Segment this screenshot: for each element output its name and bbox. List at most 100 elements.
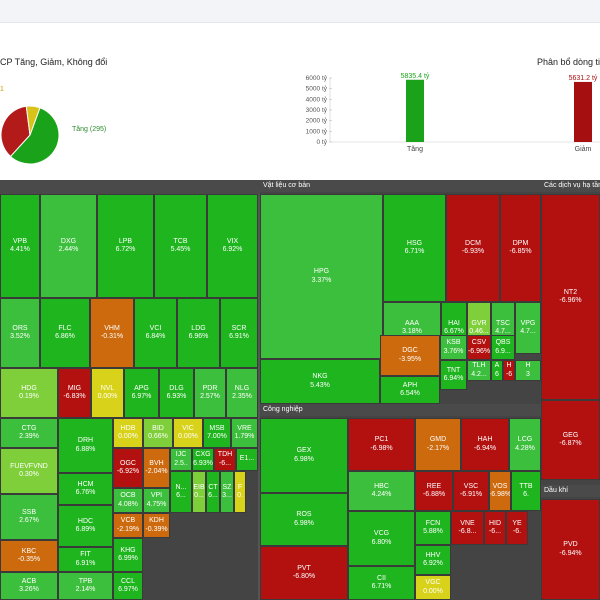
treemap-cell-tdh[interactable]: TDH -6... xyxy=(214,448,236,471)
treemap-cell-lpb[interactable]: LPB 6.72% xyxy=(97,194,154,298)
treemap-cell-hhv[interactable]: HHV 6.92% xyxy=(415,545,451,575)
treemap-cell-hdc[interactable]: HDC 6.89% xyxy=(58,505,113,547)
treemap-cell-tcb[interactable]: TCB 5.45% xyxy=(154,194,207,298)
treemap-cell-nvl[interactable]: NVL 0.00% xyxy=(91,368,124,418)
treemap-cell-hdg[interactable]: HDG 0.19% xyxy=(0,368,58,418)
treemap-cell-ctg[interactable]: CTG 2.39% xyxy=(0,418,58,448)
treemap-cell-csv[interactable]: CSV -6.96% xyxy=(467,335,491,360)
treemap-cell-kbc[interactable]: KBC -0.35% xyxy=(0,540,58,572)
treemap-cell-hbc[interactable]: HBC 4.24% xyxy=(348,471,415,511)
treemap-cell-vcg[interactable]: VCG 6.80% xyxy=(348,511,415,566)
change-percent: 3.52% xyxy=(10,333,30,340)
treemap-cell-nlg[interactable]: NLG 2.35% xyxy=(226,368,258,418)
treemap-cell-fuevfvnd[interactable]: FUEVFVND 0.30% xyxy=(0,448,58,494)
treemap-cell-ros[interactable]: ROS 6.98% xyxy=(260,493,348,546)
treemap-cell-vpi[interactable]: VPI 4.75% xyxy=(143,488,170,513)
treemap-cell-ccl[interactable]: CCL 6.97% xyxy=(113,572,143,600)
treemap-cell-nt2[interactable]: NT2 -6.96% xyxy=(541,194,600,400)
treemap-cell-vgc[interactable]: VGC 0.00% xyxy=(415,575,451,600)
treemap-cell-geg[interactable]: GEG -6.87% xyxy=(541,400,600,480)
treemap-cell-ijc[interactable]: IJC 2.5.. xyxy=(170,448,192,471)
treemap-cell-vre[interactable]: VRE 1.79% xyxy=(231,418,258,448)
treemap-cell-gmd[interactable]: GMD -2.17% xyxy=(415,418,461,471)
treemap-cell-vic[interactable]: VIC 0.00% xyxy=(173,418,203,448)
change-percent: -6. xyxy=(512,528,522,535)
treemap-cell-vci[interactable]: VCI 6.84% xyxy=(134,298,177,368)
change-percent: 5.43% xyxy=(310,381,330,389)
treemap-cell-apg[interactable]: APG 6.97% xyxy=(124,368,159,418)
treemap-cell-drh[interactable]: DRH 6.88% xyxy=(58,418,113,473)
treemap-cell-hid[interactable]: HID -6... xyxy=(484,511,506,545)
treemap-cell-aph[interactable]: APH 6.54% xyxy=(380,376,440,404)
treemap-cell-tnt[interactable]: TNT 6.94% xyxy=(440,360,467,390)
treemap-cell-sz[interactable]: SZ 3... xyxy=(220,471,234,513)
treemap-cell-flc[interactable]: FLC 6.86% xyxy=(40,298,90,368)
treemap-cell-ct[interactable]: CT 6... xyxy=(206,471,220,513)
treemap-cell-pc1[interactable]: PC1 -6.98% xyxy=(348,418,415,471)
treemap-cell-nkg[interactable]: NKG 5.43% xyxy=(260,359,380,404)
treemap-cell-gex[interactable]: GEX 6.98% xyxy=(260,418,348,493)
pie-label-unchanged: 1 xyxy=(0,86,4,93)
treemap-cell-hpg[interactable]: HPG 3.37% xyxy=(260,194,383,359)
treemap-cell-dgc[interactable]: DGC -3.95% xyxy=(380,335,440,376)
treemap-cell-tlh[interactable]: TLH 4.2... xyxy=(467,360,491,381)
treemap-cell-hah[interactable]: HAH -6.94% xyxy=(461,418,509,471)
ticker-label: VGC xyxy=(425,579,441,587)
treemap-cell-msb[interactable]: MSB 7.00% xyxy=(203,418,231,448)
treemap-cell-hdb[interactable]: HDB 0.00% xyxy=(113,418,143,448)
treemap-cell-vne[interactable]: VNE -6.8... xyxy=(451,511,484,545)
change-percent: 2.35% xyxy=(232,393,252,400)
treemap-cell-n[interactable]: N... 6... xyxy=(170,471,192,513)
treemap-cell-ors[interactable]: ORS 3.52% xyxy=(0,298,40,368)
treemap-cell-dlg[interactable]: DLG 6.93% xyxy=(159,368,194,418)
treemap-cell-hsg[interactable]: HSG 6.71% xyxy=(383,194,446,302)
treemap-cell-ree[interactable]: REE -6.88% xyxy=(415,471,453,511)
treemap-cell-ssb[interactable]: SSB 2.67% xyxy=(0,494,58,540)
treemap-cell-dpm[interactable]: DPM -6.85% xyxy=(500,194,541,302)
treemap-cell-hcm[interactable]: HCM 6.76% xyxy=(58,473,113,505)
treemap-cell-ttb[interactable]: TTB 6. xyxy=(511,471,541,511)
treemap-cell-bid[interactable]: BID 0.66% xyxy=(143,418,173,448)
change-percent: 2.5.. xyxy=(174,459,188,467)
treemap-cell-vsc[interactable]: VSC -6.91% xyxy=(453,471,489,511)
treemap-cell-pvt[interactable]: PVT -6.80% xyxy=(260,546,348,600)
treemap-cell-ye[interactable]: YE -6. xyxy=(506,511,528,545)
treemap-cell-vpg[interactable]: VPG 4.7... xyxy=(515,302,541,354)
treemap-cell-dcm[interactable]: DCM -6.93% xyxy=(446,194,500,302)
treemap-cell-qbs[interactable]: QBS 6.9... xyxy=(491,335,515,360)
treemap-cell-scr[interactable]: SCR 6.91% xyxy=(220,298,258,368)
treemap-cell-bvh[interactable]: BVH -2.04% xyxy=(143,448,170,488)
treemap-cell-ksb[interactable]: KSB 3.76% xyxy=(440,335,467,360)
treemap-cell-f[interactable]: F 0. xyxy=(234,471,246,513)
treemap-cell-ocb[interactable]: OCB 4.08% xyxy=(113,488,143,513)
treemap-cell-ogc[interactable]: OGC -6.92% xyxy=(113,448,143,488)
treemap-cell-khg[interactable]: KHG 6.99% xyxy=(113,538,143,572)
treemap-cell-e1[interactable]: E1... xyxy=(236,448,258,471)
treemap-cell-kdh[interactable]: KDH -0.39% xyxy=(143,513,170,538)
treemap-cell-mig[interactable]: MIG -6.83% xyxy=(58,368,91,418)
treemap-cell-cxg[interactable]: CXG 6.93% xyxy=(192,448,214,471)
treemap-cell-vpb[interactable]: VPB 4.41% xyxy=(0,194,40,298)
treemap-cell-fit[interactable]: FIT 6.91% xyxy=(58,547,113,572)
treemap-cell-vhm[interactable]: VHM -0.31% xyxy=(90,298,134,368)
treemap-cell-vix[interactable]: VIX 6.92% xyxy=(207,194,258,298)
treemap-cell-tpb[interactable]: TPB 2.14% xyxy=(58,572,113,600)
change-percent: 6.94% xyxy=(443,375,464,382)
treemap-cell-ldg[interactable]: LDG 6.96% xyxy=(177,298,220,368)
treemap-cell-pvd[interactable]: PVD -6.94% xyxy=(541,499,600,600)
treemap-cell-acb[interactable]: ACB 3.26% xyxy=(0,572,58,600)
treemap-cell-pdr[interactable]: PDR 2.57% xyxy=(194,368,226,418)
treemap-cell-fcn[interactable]: FCN 5.88% xyxy=(415,511,451,545)
treemap-cell-lcg[interactable]: LCG 4.28% xyxy=(509,418,541,471)
ticker-label: PVD xyxy=(563,541,578,549)
change-percent: 6.92% xyxy=(423,560,443,567)
treemap-cell-dxg[interactable]: DXG 2.44% xyxy=(40,194,97,298)
treemap-cell-cii[interactable]: CII 6.71% xyxy=(348,566,415,600)
treemap-cell-eib[interactable]: EIB 0... xyxy=(192,471,206,513)
treemap-cell-vcb[interactable]: VCB -2.19% xyxy=(113,513,143,538)
treemap-cell-h[interactable]: H -6 xyxy=(503,360,515,381)
change-percent: 6.54% xyxy=(400,390,420,397)
treemap-cell-vos[interactable]: VOS -6.98% xyxy=(489,471,511,511)
